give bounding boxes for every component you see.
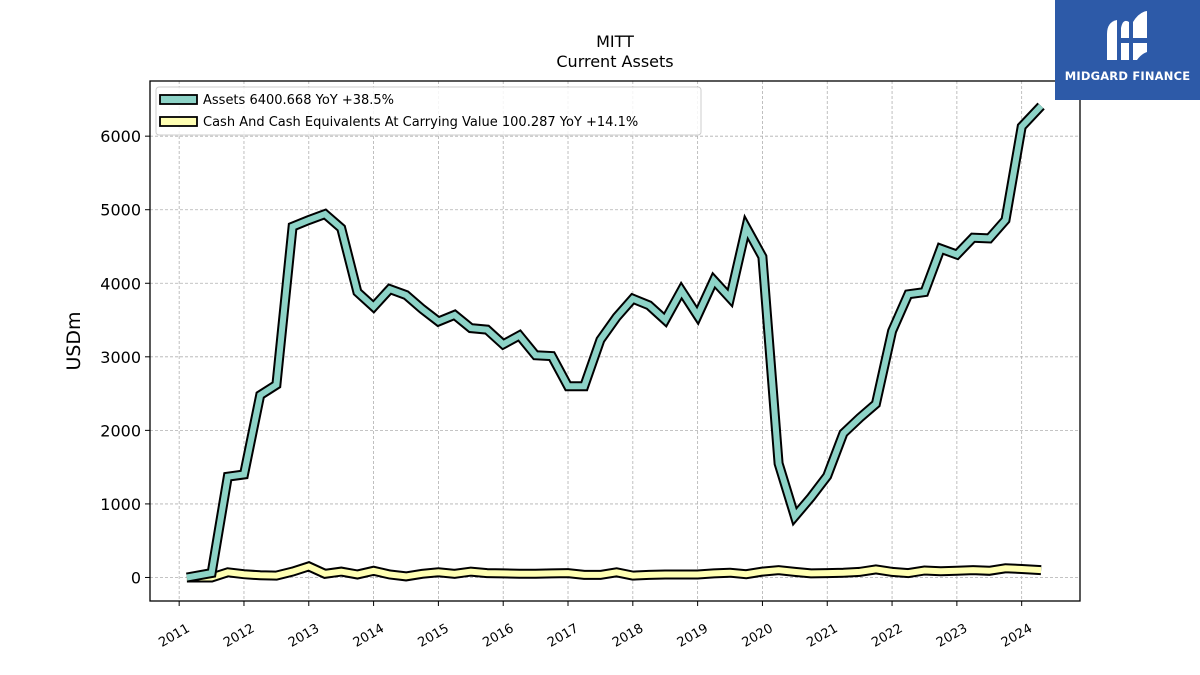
legend-swatch-cash (159, 116, 198, 127)
x-axis: 2011 2012 2013 2014 2015 2016 2017 2018 2019 2020… (156, 601, 1035, 651)
x-tick-label: 2015 (416, 621, 452, 651)
x-tick-label: 2012 (221, 621, 257, 651)
legend-box (155, 86, 702, 136)
x-tick-label: 2023 (934, 621, 970, 651)
plot-frame (149, 80, 1081, 602)
y-tick-label: 1000 (100, 495, 141, 514)
x-tick-label: 2020 (740, 621, 776, 651)
x-tick-label: 2024 (999, 621, 1035, 651)
chart-title: MITT (596, 32, 634, 51)
series-layer (186, 102, 1045, 583)
y-axis: 0 1000 2000 3000 4000 5000 6000 (100, 127, 150, 587)
x-tick-label: 2017 (545, 621, 581, 651)
series-line-assets (186, 102, 1045, 583)
x-tick-label: 2016 (480, 621, 516, 651)
legend-swatch-assets (159, 94, 198, 105)
grid (150, 81, 1080, 601)
chart-subtitle: Current Assets (556, 52, 673, 71)
x-tick-label: 2021 (804, 621, 840, 651)
x-tick-label: 2013 (286, 621, 322, 651)
logo-mark-icon (1107, 11, 1149, 60)
y-tick-label: 6000 (100, 127, 141, 146)
legend-label-assets: Assets 6400.668 YoY +38.5% (203, 93, 394, 108)
legend: Assets 6400.668 YoY +38.5% Cash And Cash… (155, 86, 702, 136)
legend-label-cash: Cash And Cash Equivalents At Carrying Va… (203, 115, 638, 130)
x-tick-label: 2011 (156, 621, 192, 651)
y-tick-label: 3000 (100, 348, 141, 367)
x-tick-label: 2014 (351, 621, 387, 651)
series-outline (186, 102, 1045, 583)
y-tick-label: 0 (131, 568, 141, 587)
y-tick-label: 4000 (100, 274, 141, 293)
x-tick-label: 2018 (610, 621, 646, 651)
series-line-cash (186, 561, 1042, 583)
y-axis-label: USDm (63, 311, 85, 370)
series-fill (186, 563, 1042, 581)
series-fill (186, 103, 1044, 581)
logo-text: MIDGARD FINANCE (1064, 69, 1191, 83)
y-tick-label: 2000 (100, 421, 141, 440)
x-tick-label: 2019 (675, 621, 711, 651)
x-tick-label: 2022 (869, 621, 905, 651)
y-tick-label: 5000 (100, 201, 141, 220)
brand-logo: MIDGARD FINANCE (1055, 0, 1200, 100)
